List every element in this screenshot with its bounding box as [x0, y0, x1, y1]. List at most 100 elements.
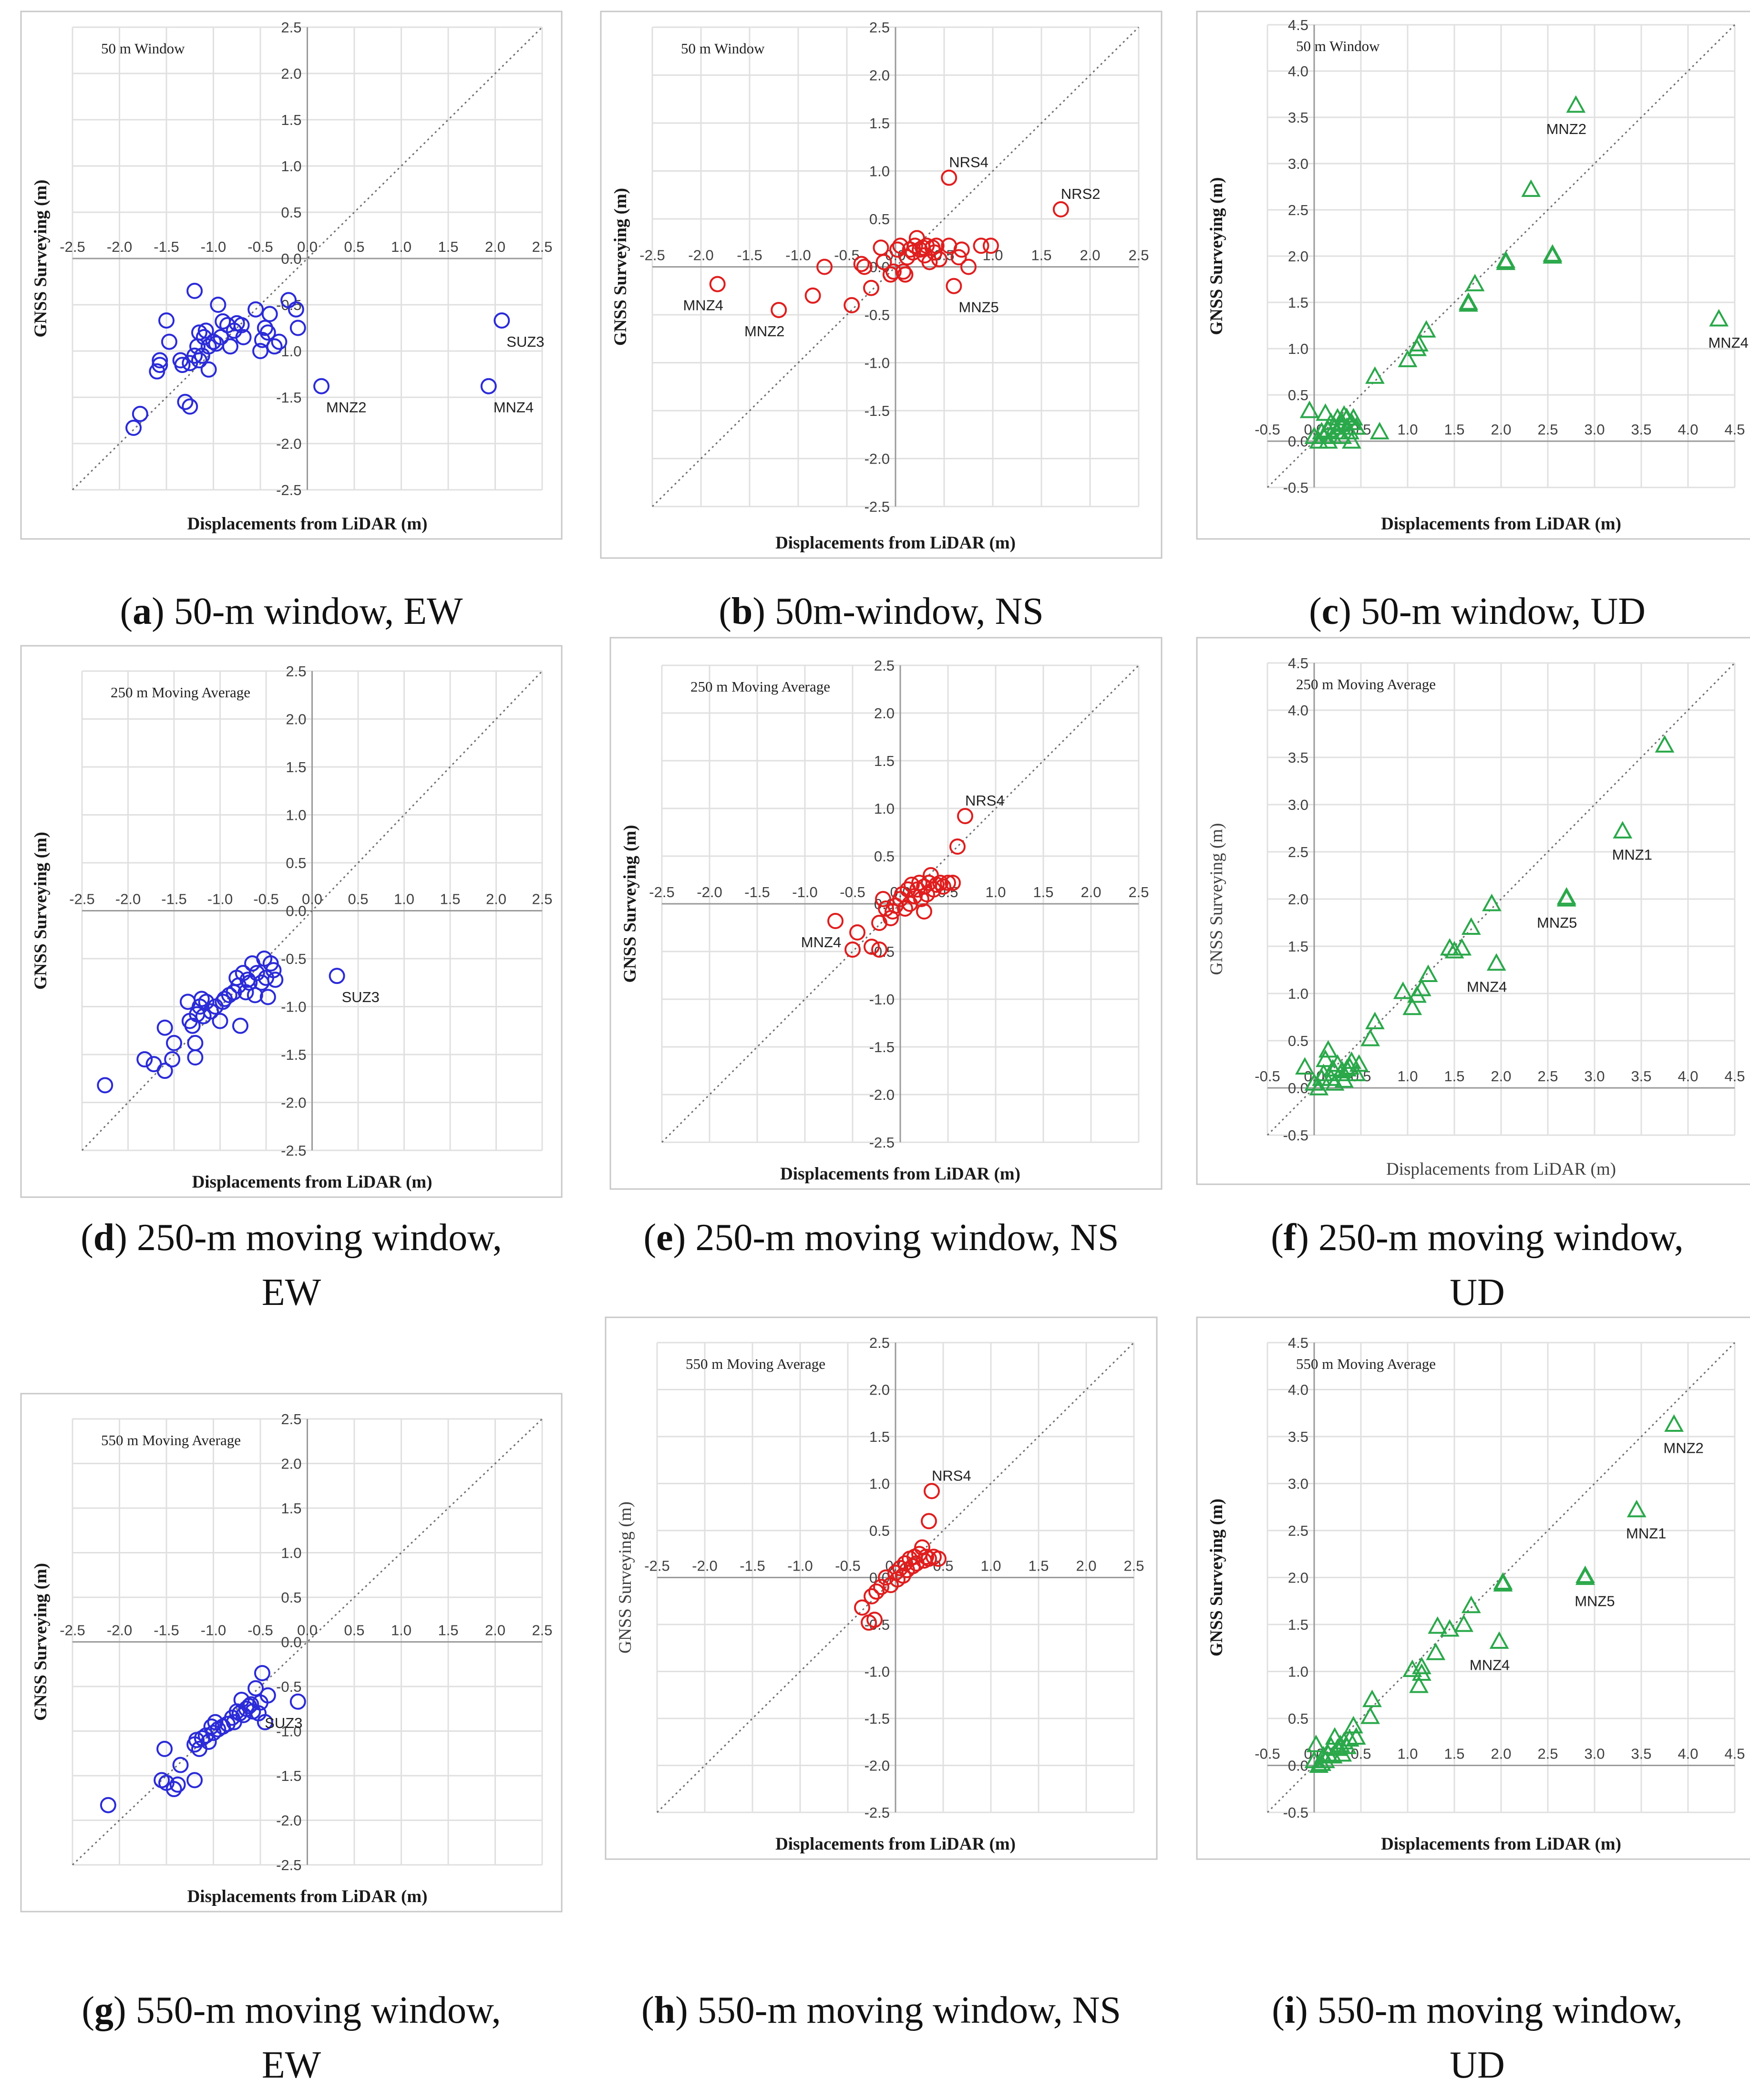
y-tick-label: 1.5 — [869, 115, 890, 132]
x-tick-label: -2.5 — [69, 891, 94, 908]
caption-f: (f) 250-m moving window, UD — [1271, 1217, 1684, 1314]
station-label: SUZ3 — [265, 1715, 302, 1731]
x-tick-label: 3.5 — [1631, 1746, 1651, 1762]
x-tick-label: 2.0 — [1491, 421, 1511, 438]
window-label: 550 m Moving Average — [1296, 1355, 1436, 1372]
data-point — [1465, 274, 1485, 291]
data-point — [911, 875, 927, 891]
data-point — [904, 877, 920, 893]
data-point — [863, 279, 879, 296]
data-point — [125, 420, 142, 436]
caption-text: 50-m window, UD — [1360, 590, 1646, 632]
data-point — [1402, 997, 1422, 1015]
y-tick-label: -1.5 — [865, 1710, 890, 1727]
data-point — [921, 1513, 937, 1530]
station-label: MNZ2 — [744, 323, 784, 340]
data-point — [266, 338, 283, 355]
y-tick-label: -2.0 — [281, 1095, 306, 1111]
data-point — [892, 1560, 908, 1576]
panel-frame — [20, 1393, 563, 1913]
x-tick-label: -2.0 — [688, 247, 713, 264]
panel-frame — [20, 645, 563, 1198]
data-point — [1409, 1675, 1429, 1693]
station-label: MNZ2 — [1546, 121, 1586, 137]
y-tick-label: -0.5 — [865, 307, 890, 323]
y-tick-label: 3.0 — [1288, 155, 1308, 172]
y-tick-label: -1.5 — [276, 1768, 301, 1784]
data-point — [235, 329, 252, 345]
y-tick-label: 2.5 — [1288, 844, 1308, 860]
data-point — [771, 301, 787, 318]
data-point — [1664, 1414, 1684, 1432]
y-tick-label: 2.5 — [286, 663, 306, 680]
data-point — [897, 266, 914, 283]
data-point — [816, 259, 833, 275]
x-tick-label: 2.5 — [1537, 421, 1558, 438]
data-point — [849, 924, 865, 941]
station-label: MNZ5 — [958, 299, 999, 316]
one-to-one-line — [656, 1342, 1135, 1813]
x-tick-label: 2.5 — [532, 891, 552, 908]
y-tick-label: 2.5 — [869, 19, 890, 36]
data-point — [1346, 417, 1366, 435]
data-point — [1342, 431, 1361, 449]
y-tick-label: 1.0 — [869, 1476, 890, 1492]
y-tick-label: -0.5 — [276, 1678, 301, 1695]
y-tick-label: 0.5 — [1288, 1710, 1308, 1727]
caption-letter: a — [133, 590, 152, 632]
x-tick-label: 2.5 — [532, 238, 552, 255]
x-tick-label: -2.5 — [60, 1622, 85, 1639]
x-tick-label: -1.5 — [740, 1558, 765, 1574]
x-tick-label: -2.0 — [107, 238, 132, 255]
data-point — [1461, 917, 1481, 935]
y-tick-label: 3.0 — [1288, 797, 1308, 813]
data-point — [1334, 405, 1354, 423]
station-label: MNZ4 — [1467, 979, 1507, 995]
x-tick-label: 4.5 — [1724, 421, 1745, 438]
y-tick-label: 0.5 — [1288, 1033, 1308, 1049]
y-tick-label: 3.5 — [1288, 109, 1308, 126]
x-tick-label: -1.0 — [201, 238, 226, 255]
window-label: 50 m Window — [681, 40, 765, 57]
data-point — [873, 1579, 889, 1595]
data-point — [265, 962, 282, 979]
x-tick-label: 0.0 — [302, 891, 322, 908]
x-tick-label: -1.0 — [792, 884, 817, 900]
y-tick-label: 4.5 — [1288, 1334, 1308, 1351]
x-axis-label: Displacements from LiDAR (m) — [780, 1164, 1020, 1184]
data-point — [916, 903, 932, 920]
y-tick-label: -2.0 — [865, 1758, 890, 1774]
y-tick-label: 2.0 — [1288, 248, 1308, 265]
caption-letter: g — [94, 1989, 114, 2031]
x-tick-label: -0.5 — [1255, 1068, 1280, 1085]
x-tick-label: -2.0 — [692, 1558, 717, 1574]
chart-panel-d: -2.5 -2.0 -1.5 -1.0 -0.5 0.0 0.5 1.0 1.5 2.0 2.5 -2… — [20, 645, 563, 1198]
x-tick-label: 1.0 — [1397, 1746, 1418, 1762]
data-point — [254, 1665, 270, 1681]
data-point — [1482, 893, 1502, 911]
caption-text: 250-m moving window, NS — [695, 1217, 1119, 1259]
y-tick-label: 0.5 — [286, 855, 306, 871]
data-point — [288, 301, 304, 318]
window-label: 50 m Window — [1296, 38, 1380, 54]
data-point — [844, 297, 860, 313]
data-point — [1365, 1012, 1385, 1029]
data-point — [259, 324, 276, 341]
one-to-one-line — [1266, 662, 1736, 1136]
y-tick-label: 2.0 — [874, 705, 895, 722]
data-point — [182, 398, 198, 415]
data-point — [152, 357, 168, 373]
y-tick-label: 2.5 — [874, 657, 895, 674]
y-tick-label: -1.0 — [281, 999, 306, 1015]
x-tick-label: -2.0 — [107, 1622, 132, 1639]
y-tick-label: -0.5 — [1283, 1804, 1308, 1821]
data-point — [161, 333, 177, 350]
data-point — [1461, 1595, 1481, 1614]
y-tick-label: 0.5 — [869, 1522, 890, 1539]
station-label: MNZ4 — [1470, 1656, 1510, 1673]
y-tick-label: -1.5 — [865, 403, 890, 419]
y-tick-label: 1.5 — [286, 759, 306, 776]
data-point — [864, 939, 880, 955]
data-point — [1626, 1500, 1647, 1518]
data-point — [887, 1564, 904, 1581]
